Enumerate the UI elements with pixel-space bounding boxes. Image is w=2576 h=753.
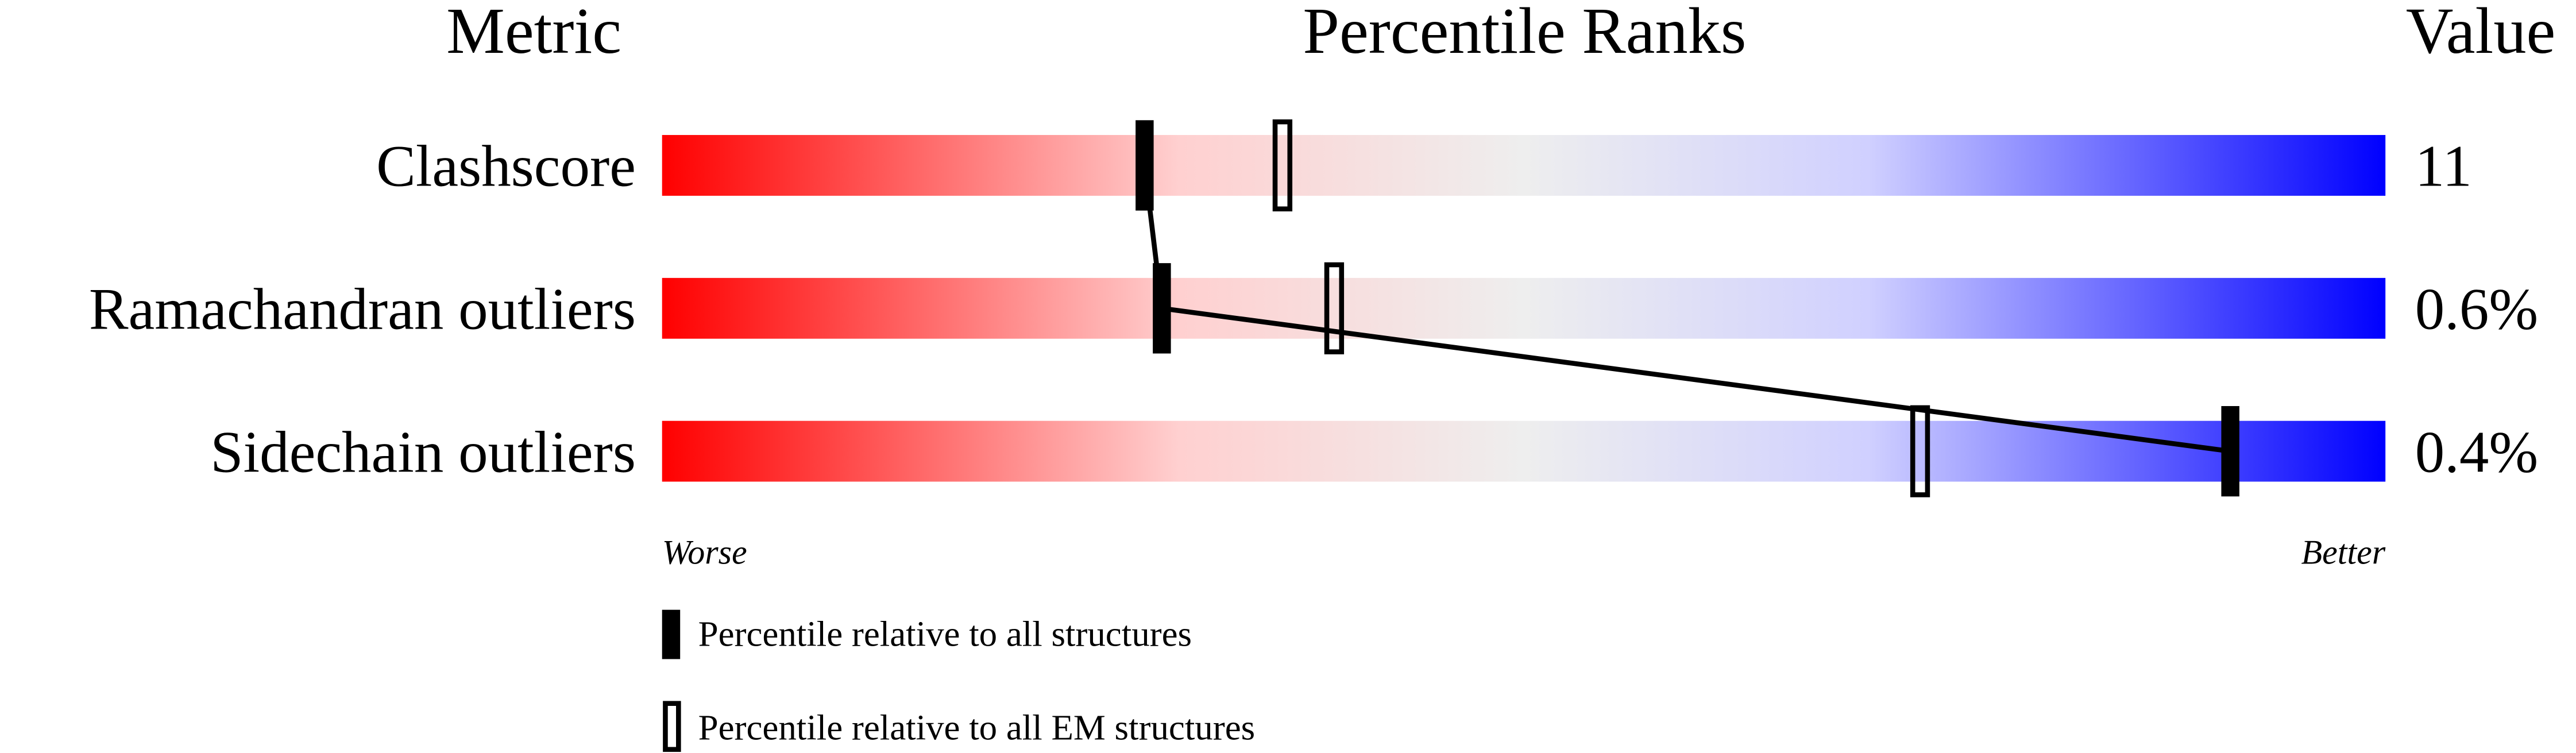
marker-em-percentile (1272, 119, 1293, 212)
metric-label: Sidechain outliers (210, 419, 636, 485)
marker-em-percentile (1324, 262, 1345, 354)
metric-label: Clashscore (376, 134, 636, 199)
legend-label-em: Percentile relative to all EM structures (698, 708, 1255, 748)
metric-value: 0.4% (2415, 419, 2539, 485)
metric-value: 0.6% (2415, 277, 2539, 342)
marker-all-percentile (2221, 406, 2239, 497)
header-metric: Metric (446, 0, 621, 67)
chart-title: Percentile Ranks (1303, 0, 1746, 67)
percentile-bar (662, 135, 2386, 196)
header-value: Value (2406, 0, 2556, 67)
legend-label-all: Percentile relative to all structures (698, 614, 1192, 654)
metric-label: Ramachandran outliers (89, 277, 636, 342)
legend-marker-all (662, 609, 681, 659)
percentile-bar (662, 420, 2386, 482)
percentile-bar (662, 277, 2386, 339)
worse-label: Worse (662, 533, 747, 571)
marker-all-percentile (1136, 120, 1154, 211)
better-label: Better (2301, 533, 2385, 571)
marker-em-percentile (1910, 405, 1930, 497)
metric-value: 11 (2415, 134, 2472, 199)
legend-marker-em (663, 701, 681, 752)
marker-all-percentile (1153, 263, 1171, 354)
